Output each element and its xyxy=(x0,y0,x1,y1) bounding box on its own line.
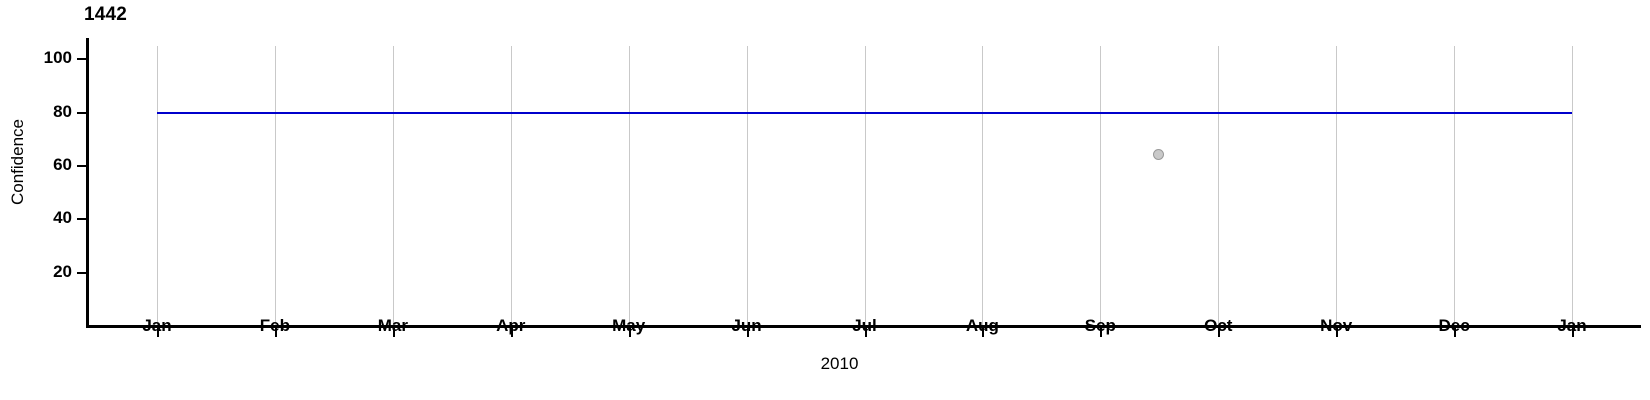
x-tick-label-feb-1: Feb xyxy=(259,316,291,335)
x-tick-label-may-4: May xyxy=(612,316,646,335)
x-tick-mark-3 xyxy=(510,328,513,337)
x-tick-label-jul-6: Jul xyxy=(852,316,877,335)
gridline-nov-10 xyxy=(1336,46,1338,325)
x-tick-label-nov-10: Nov xyxy=(1320,316,1353,335)
x-tick-label-jan-12: Jan xyxy=(1557,316,1587,335)
x-tick-mark-1 xyxy=(274,328,277,337)
gridline-oct-9 xyxy=(1218,46,1220,325)
gridline-apr-3 xyxy=(510,46,512,325)
x-axis-line xyxy=(86,325,1641,328)
gridline-mar-2 xyxy=(392,46,394,325)
x-tick-mark-6 xyxy=(864,328,867,337)
y-tick-mark-40 xyxy=(77,218,86,221)
x-tick-label-dec-11: Dec xyxy=(1438,316,1470,335)
x-tick-label-mar-2: Mar xyxy=(377,316,408,335)
y-tick-mark-60 xyxy=(77,165,86,167)
y-tick-label-20: 20 xyxy=(53,261,72,281)
x-tick-mark-12 xyxy=(1572,328,1574,337)
y-tick-label-100: 100 xyxy=(43,48,72,68)
chart-title: 1442 xyxy=(84,4,128,25)
x-tick-mark-2 xyxy=(392,328,395,337)
gridline-dec-11 xyxy=(1454,46,1456,325)
x-tick-mark-11 xyxy=(1454,328,1457,337)
x-tick-mark-5 xyxy=(746,328,749,337)
x-axis-caption: 2010 xyxy=(820,354,859,373)
x-tick-label-oct-9: Oct xyxy=(1204,316,1233,335)
gridline-jun-5 xyxy=(746,46,748,325)
y-tick-label-40: 40 xyxy=(53,208,72,228)
gridline-aug-7 xyxy=(982,46,984,325)
x-tick-mark-7 xyxy=(982,328,985,337)
gridline-jan-12 xyxy=(1572,46,1573,325)
gridline-sep-8 xyxy=(1100,46,1102,325)
x-tick-label-jan-0: Jan xyxy=(142,316,172,335)
x-tick-label-aug-7: Aug xyxy=(965,316,999,335)
x-tick-mark-0 xyxy=(157,328,159,337)
y-tick-label-60: 60 xyxy=(53,155,72,174)
y-tick-mark-80 xyxy=(77,111,86,114)
series-line-threshold xyxy=(157,111,1572,114)
gridline-feb-1 xyxy=(274,46,276,325)
x-tick-mark-4 xyxy=(628,328,631,337)
x-tick-label-sep-8: Sep xyxy=(1084,316,1116,335)
x-tick-mark-9 xyxy=(1218,328,1221,337)
x-tick-mark-8 xyxy=(1100,328,1103,337)
y-tick-mark-100 xyxy=(77,58,86,61)
x-tick-label-apr-3: Apr xyxy=(496,316,526,335)
data-point-0[interactable] xyxy=(1153,149,1165,161)
y-axis-line xyxy=(86,38,89,327)
gridline-may-4 xyxy=(628,46,630,325)
gridline-jul-6 xyxy=(864,46,866,325)
gridline-jan-0 xyxy=(157,46,158,325)
y-tick-mark-20 xyxy=(77,271,86,274)
y-tick-label-80: 80 xyxy=(53,101,72,121)
x-tick-mark-10 xyxy=(1336,328,1339,337)
x-tick-label-jun-5: Jun xyxy=(731,316,762,335)
